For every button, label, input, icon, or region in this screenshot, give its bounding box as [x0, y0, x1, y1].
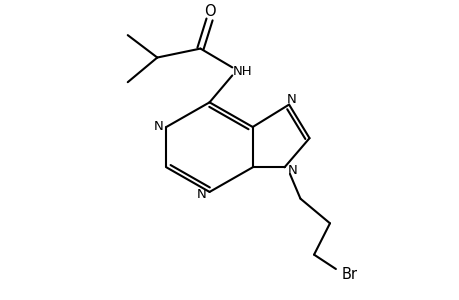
- Text: N: N: [287, 164, 297, 177]
- Text: N: N: [153, 121, 163, 134]
- Text: NH: NH: [232, 65, 252, 78]
- Text: N: N: [286, 93, 296, 106]
- Text: Br: Br: [341, 267, 357, 282]
- Text: O: O: [203, 4, 215, 19]
- Text: N: N: [196, 188, 206, 201]
